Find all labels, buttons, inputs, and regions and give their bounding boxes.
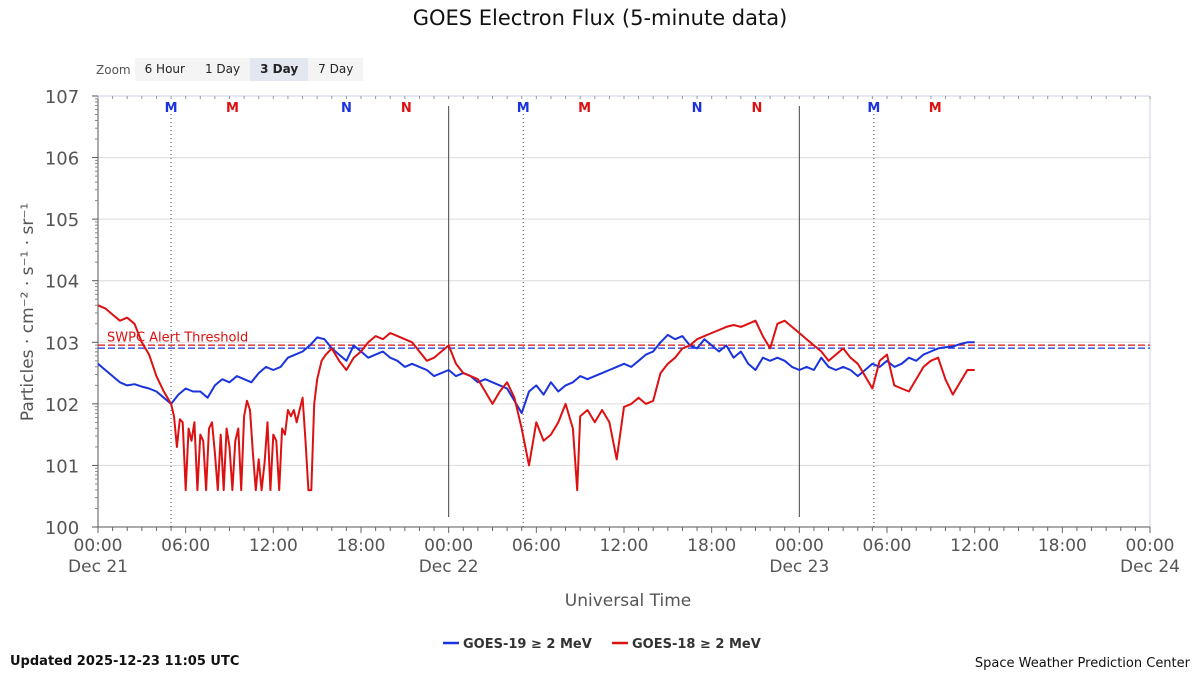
x-axis-title: Universal Time <box>565 591 691 611</box>
x-tick-time-label: 06:00 <box>161 536 210 556</box>
y-tick-label: 103 <box>45 333 79 354</box>
marker-label: M <box>578 101 591 116</box>
marker-label: M <box>165 101 178 116</box>
legend-label-goes-19: GOES-19 ≥ 2 MeV <box>463 637 592 652</box>
series-line-goes-19 <box>97 333 975 415</box>
marker-label: N <box>692 101 703 116</box>
x-tick-time-label: 06:00 <box>512 536 561 556</box>
x-tick-date-label: Dec 21 <box>68 557 128 577</box>
y-tick-label: 105 <box>45 210 79 231</box>
zoom-7-day-button[interactable]: 7 Day <box>308 58 364 81</box>
y-tick-label: 101 <box>45 456 79 477</box>
chart-title: GOES Electron Flux (5-minute data) <box>412 6 788 30</box>
zoom-6-hour-button[interactable]: 6 Hour <box>134 58 195 81</box>
x-tick-time-label: 00:00 <box>424 536 473 556</box>
y-tick-label: 102 <box>45 395 79 416</box>
legend-label-goes-18: GOES-18 ≥ 2 MeV <box>632 637 761 652</box>
x-tick-date-label: Dec 23 <box>769 557 829 577</box>
y-tick-label: 100 <box>45 518 79 539</box>
x-tick-date-label: Dec 22 <box>419 557 479 577</box>
x-tick-time-label: 12:00 <box>249 536 298 556</box>
y-tick-label: 104 <box>45 272 79 293</box>
x-tick-time-label: 12:00 <box>600 536 649 556</box>
updated-timestamp: Updated 2025-12-23 11:05 UTC <box>10 654 240 669</box>
credit-label: Space Weather Prediction Center <box>974 656 1190 671</box>
zoom-control: Zoom 6 Hour 1 Day 3 Day 7 Day <box>92 58 364 81</box>
zoom-label: Zoom <box>96 62 131 77</box>
x-tick-time-label: 00:00 <box>775 536 824 556</box>
x-tick-time-label: 00:00 <box>1126 536 1175 556</box>
x-tick-time-label: 18:00 <box>687 536 736 556</box>
marker-label: N <box>752 101 763 116</box>
y-tick-label: 107 <box>45 87 79 108</box>
marker-label: N <box>401 101 412 116</box>
x-tick-time-label: 18:00 <box>337 536 386 556</box>
marker-label: N <box>341 101 352 116</box>
x-tick-time-label: 06:00 <box>863 536 912 556</box>
marker-label: M <box>929 101 942 116</box>
marker-label: M <box>867 101 880 116</box>
zoom-1-day-button[interactable]: 1 Day <box>194 58 251 81</box>
threshold-label: SWPC Alert Threshold <box>107 331 248 346</box>
x-tick-date-label: Dec 24 <box>1120 557 1180 577</box>
x-tick-time-label: 12:00 <box>950 536 999 556</box>
x-tick-time-label: 18:00 <box>1038 536 1087 556</box>
marker-label: M <box>226 101 239 116</box>
zoom-3-day-button[interactable]: 3 Day <box>250 58 309 81</box>
y-tick-label: 106 <box>45 149 79 170</box>
x-tick-time-label: 00:00 <box>74 536 123 556</box>
y-axis-title: Particles · cm⁻² · s⁻¹ · sr⁻¹ <box>18 203 38 421</box>
series-line-goes-18 <box>97 304 975 492</box>
marker-label: M <box>517 101 530 116</box>
